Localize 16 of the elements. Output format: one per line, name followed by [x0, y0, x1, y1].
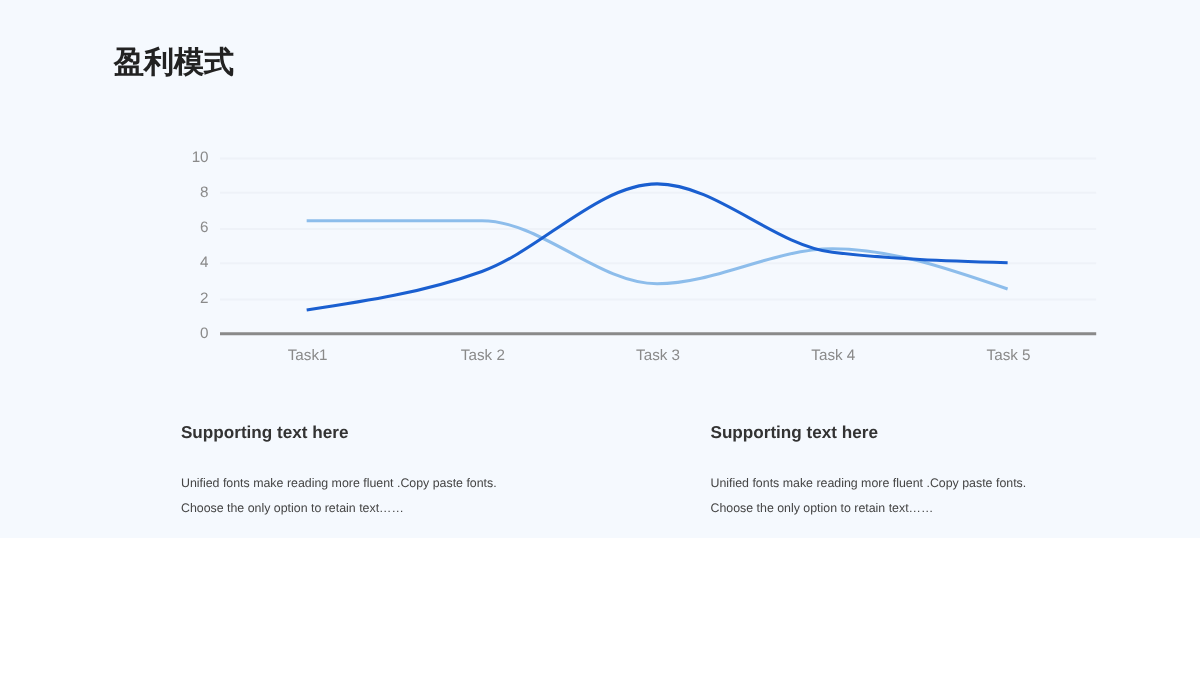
x-tick-label: Task 4	[811, 346, 857, 365]
y-tick-label: 10	[191, 148, 209, 167]
y-tick-label: 8	[200, 183, 209, 202]
y-tick-label: 0	[200, 323, 209, 342]
line-series	[305, 219, 1010, 291]
line-series	[305, 182, 1010, 312]
chart-title: 盈利模式	[112, 45, 235, 80]
x-tick-label: Task 5	[986, 346, 1031, 365]
x-tick-label: Task 3	[636, 346, 681, 365]
text: Supporting text here	[710, 421, 879, 442]
x-tick-label: Task1	[287, 346, 328, 365]
x-tick-label: Task 2	[460, 346, 505, 365]
y-tick-label: 6	[200, 218, 209, 237]
y-tick-label: 4	[200, 253, 211, 272]
y-tick-label: 2	[200, 288, 209, 307]
text: Supporting text here	[180, 421, 349, 442]
